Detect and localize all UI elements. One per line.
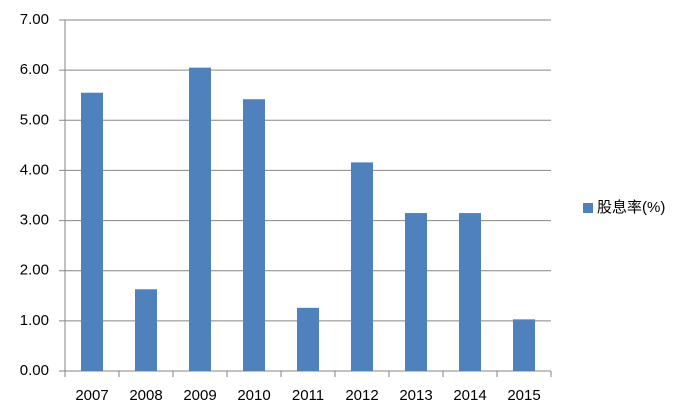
- x-tick-label: 2010: [237, 387, 270, 404]
- bar: [135, 289, 157, 371]
- y-tick-label: 2.00: [20, 262, 49, 279]
- x-tick-label: 2015: [507, 387, 540, 404]
- bar: [405, 213, 427, 371]
- bar: [459, 213, 481, 371]
- bar: [243, 99, 265, 372]
- y-tick-label: 6.00: [20, 61, 49, 78]
- legend-label: 股息率(%): [597, 199, 665, 216]
- bar: [351, 162, 373, 371]
- x-tick-label: 2012: [345, 387, 378, 404]
- bar: [297, 307, 319, 371]
- legend-swatch: [583, 203, 593, 213]
- y-tick-label: 0.00: [20, 362, 49, 379]
- bar: [513, 319, 535, 371]
- x-tick-label: 2007: [75, 387, 108, 404]
- x-tick-label: 2014: [453, 387, 486, 404]
- y-tick-label: 1.00: [20, 312, 49, 329]
- y-tick-label: 4.00: [20, 161, 49, 178]
- y-tick-label: 3.00: [20, 212, 49, 229]
- y-tick-label: 5.00: [20, 111, 49, 128]
- x-tick-label: 2011: [292, 387, 324, 404]
- bar: [81, 92, 103, 371]
- x-tick-label: 2008: [129, 387, 162, 404]
- x-tick-label: 2009: [183, 387, 216, 404]
- x-tick-label: 2013: [399, 387, 432, 404]
- y-tick-label: 7.00: [20, 11, 49, 28]
- bar: [189, 67, 211, 371]
